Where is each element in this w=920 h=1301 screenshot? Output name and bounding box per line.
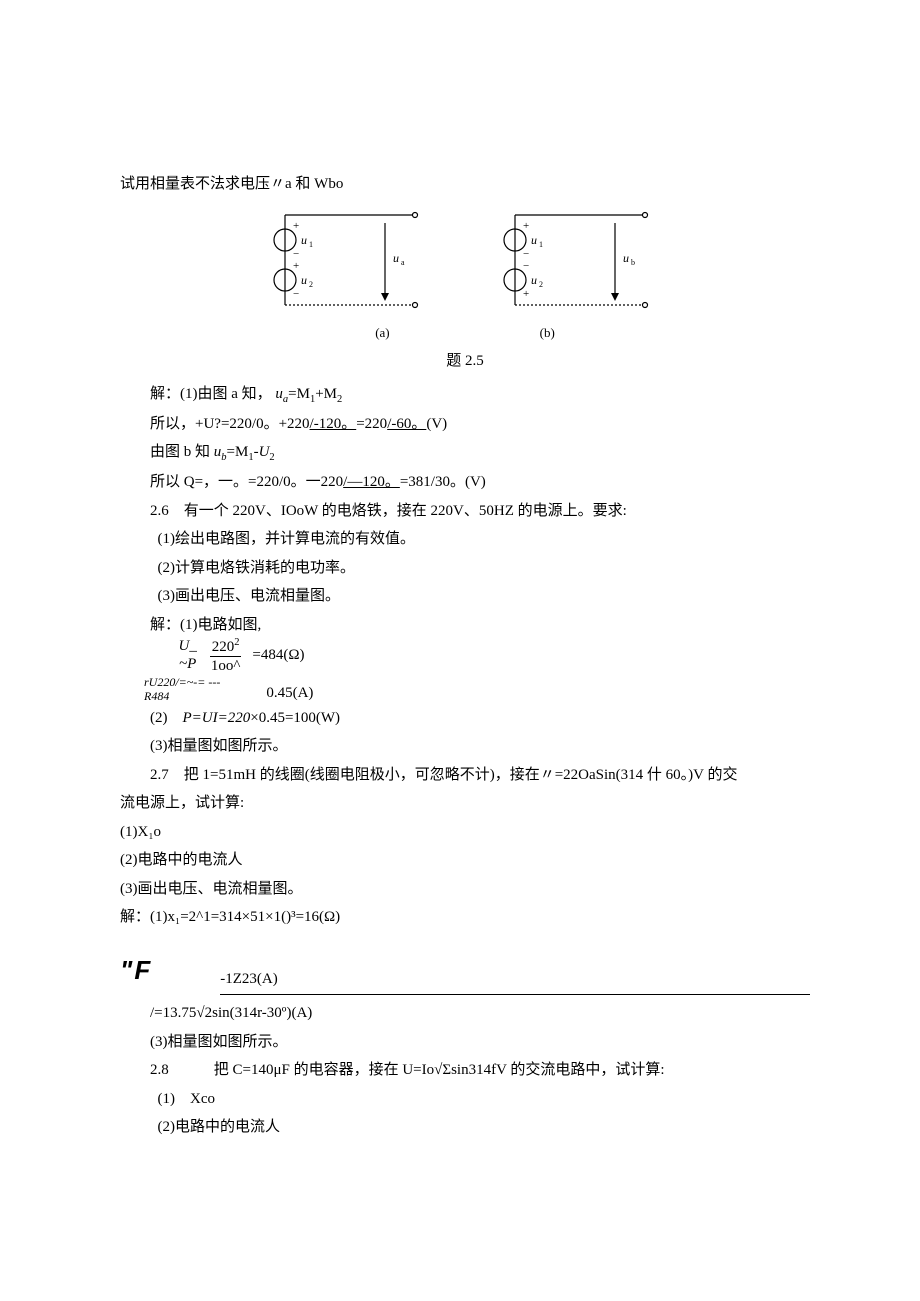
svg-text:+: +: [523, 288, 529, 300]
svg-text:−: −: [293, 248, 299, 260]
label-b: (b): [540, 321, 555, 346]
sup: 2: [234, 637, 239, 648]
p2-7-item2: (2)电路中的电流人: [120, 846, 810, 875]
svg-text:u: u: [393, 251, 399, 265]
text: =381/30。(V): [400, 474, 486, 490]
p2-7-item3: (3)画出电压、电流相量图。: [120, 875, 810, 904]
svg-text:1: 1: [539, 240, 543, 249]
svg-text:−: −: [523, 248, 529, 260]
svg-text:u: u: [301, 233, 307, 247]
sol-2-5-line4: 所以 Q=，一。=220/0。一220/—120。=381/30。(V): [120, 468, 810, 497]
sol-2-5-line2: 所以，+U?=220/0。+220/-120。=220/-60。(V): [120, 410, 810, 439]
svg-text:u: u: [301, 273, 307, 287]
result: =484(Ω): [252, 646, 304, 666]
den: ~P: [179, 655, 196, 673]
num: rU220/=~-= ---: [144, 675, 220, 689]
svg-text:+: +: [293, 260, 299, 272]
svg-text:2: 2: [309, 280, 313, 289]
svg-text:u: u: [531, 273, 537, 287]
p2-6-item2: (2)计算电烙铁消耗的电功率。: [120, 554, 810, 583]
big-f: "F: [120, 946, 152, 995]
svg-text:u: u: [531, 233, 537, 247]
p2-6-p3: (3)相量图如图所示。: [120, 732, 810, 761]
svg-text:b: b: [631, 258, 635, 267]
text: =220: [356, 416, 387, 432]
p2-7-bigline: "F -1Z23(A): [120, 946, 810, 995]
p2-6-p2: (2) P=UI=220×0.45=100(W): [120, 704, 810, 733]
text: 所以，+U?=220/0。+220: [150, 416, 310, 432]
den: 1oo^: [209, 657, 243, 675]
eq: u: [275, 386, 283, 402]
under-text: -1Z23(A): [220, 971, 277, 988]
p2-6-item1: (1)绘出电路图，并计算电流的有效值。: [120, 525, 810, 554]
svg-text:2: 2: [539, 280, 543, 289]
p2-6-head: 2.6 有一个 220V、IOoW 的电烙铁，接在 220V、50HZ 的电源上…: [120, 497, 810, 526]
num: 220: [212, 639, 235, 655]
text: (V): [426, 416, 447, 432]
den: R484: [144, 689, 169, 703]
svg-text:1: 1: [309, 240, 313, 249]
text: 所以 Q=，一。=220/0。一220: [150, 474, 343, 490]
sol-2-5-line3: 由图 b 知 ub=M1-U2: [120, 438, 810, 468]
p2-7-after: /=13.75√2sin(314r-30º)(A): [120, 999, 810, 1028]
p2-8-item2: (2)电路中的电流人: [120, 1113, 810, 1142]
figure-2-5: + − + − u1 u2 ua + − − +: [120, 205, 810, 325]
svg-text:−: −: [523, 260, 529, 272]
figure-caption: 题 2.5: [120, 347, 810, 376]
p2-8-item1: (1) Xco: [120, 1085, 810, 1114]
num: U_: [179, 637, 197, 655]
circuit-b: + − − + u1 u2 ub: [495, 205, 665, 325]
p2-7-sol: 解：(1)x₁=2^1=314×51×1()³=16(Ω): [120, 903, 810, 932]
svg-text:u: u: [623, 251, 629, 265]
p2-7-p3: (3)相量图如图所示。: [120, 1028, 810, 1057]
p2-7-item1: (1)X₁o: [120, 818, 810, 847]
label-a: (a): [375, 321, 389, 346]
opening-line: 试用相量表不法求电压〃a 和 Wbo: [120, 170, 810, 199]
result: 0.45(A): [266, 684, 313, 704]
u-angle: /-60。: [387, 416, 426, 432]
p2-8-head: 2.8 把 C=140μF 的电容器，接在 U=Io√Σsin314fV 的交流…: [120, 1056, 810, 1085]
p2-6-sol: 解：(1)电路如图,: [120, 611, 810, 640]
page: 试用相量表不法求电压〃a 和 Wbo + − + − u1 u2 ua: [0, 0, 920, 1301]
svg-text:−: −: [293, 288, 299, 300]
p2-7-head-a: 2.7 把 1=51mH 的线圈(线圈电阻极小，可忽略不计)，接在〃=22OaS…: [120, 761, 810, 790]
text: 解：(1)由图 a 知，: [150, 386, 272, 402]
figure-sublabels: (a) (b): [120, 321, 810, 346]
p2-7-head-b: 流电源上，试计算:: [120, 789, 810, 818]
sol-2-5-line1: 解：(1)由图 a 知， ua=M1+M2: [120, 380, 810, 410]
p2-6-frac2: rU220/=~-= --- R484 0.45(A): [120, 675, 810, 704]
p2-6-frac1: U_ ~P 2202 1oo^ =484(Ω): [120, 637, 810, 675]
svg-text:a: a: [401, 258, 405, 267]
svg-text:+: +: [523, 220, 529, 232]
p2-6-item3: (3)画出电压、电流相量图。: [120, 582, 810, 611]
u-angle: /—120。: [343, 474, 400, 490]
u-angle: /-120。: [310, 416, 357, 432]
svg-text:+: +: [293, 220, 299, 232]
circuit-a: + − + − u1 u2 ua: [265, 205, 435, 325]
